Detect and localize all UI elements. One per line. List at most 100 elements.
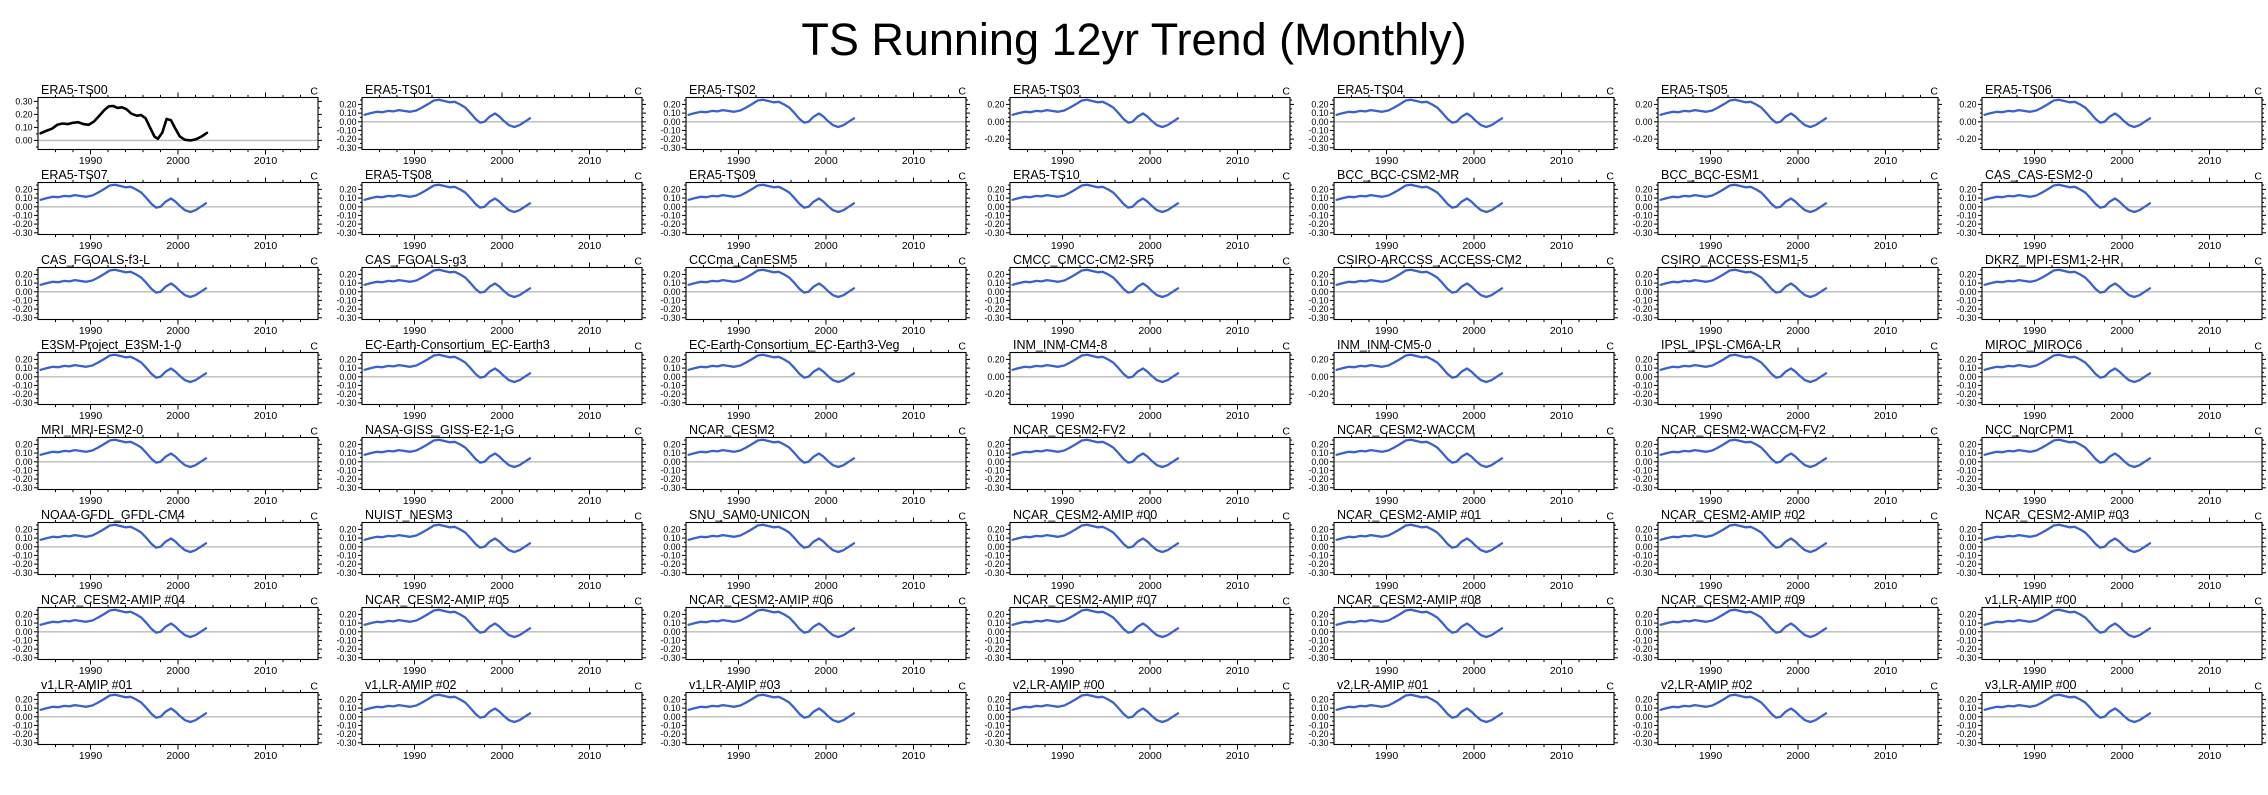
trend-panel: ERA5-TS08 C 0.20 0.10 0.00 -0.10 -0.20 -0.30 199… bbox=[324, 169, 648, 254]
plot-frame bbox=[1657, 96, 1939, 151]
y-tick-label: 0.20 bbox=[663, 354, 680, 364]
mini-chart-svg: INM_INM-CM5-0 C 0.20 0.00 -0.20 1990 2000 2010 bbox=[1308, 339, 1618, 422]
x-tick-label: 1990 bbox=[2023, 750, 2047, 762]
axis-ticks bbox=[1330, 517, 1618, 580]
y-tick-label: -0.20 bbox=[1956, 474, 1976, 484]
y-tick-label: 0.00 bbox=[987, 117, 1004, 127]
mini-chart-svg: NCAR_CESM2-AMIP #00 C0.200.100.00-0.10-0.… bbox=[984, 509, 1294, 592]
x-tick-label: 1990 bbox=[727, 750, 751, 762]
unit-label: C bbox=[1930, 511, 1938, 523]
mini-chart-svg: ERA5-TS08 C 0.200.100.00-0.10-0.20-0.30 199… bbox=[336, 169, 646, 252]
y-tick-label: -0.10 bbox=[1632, 380, 1652, 390]
y-tick-label: -0.10 bbox=[1308, 210, 1328, 220]
mini-chart-svg: NCAR_CESM2-AMIP #02 C0.200.100.00-0.10-0.… bbox=[1632, 509, 1942, 592]
x-tick-label: 1990 bbox=[79, 155, 103, 167]
panel-title: E3SM-Project_E3SM-1-0 bbox=[41, 339, 181, 352]
x-tick-label: 2000 bbox=[1462, 325, 1486, 337]
y-tick-label: -0.20 bbox=[984, 304, 1004, 314]
x-tick-label: 2000 bbox=[490, 580, 514, 592]
y-tick-label: -0.10 bbox=[1308, 465, 1328, 475]
y-tick-label: -0.20 bbox=[1956, 219, 1976, 229]
y-tick-label: -0.30 bbox=[660, 483, 680, 493]
x-tick-label: 2000 bbox=[814, 240, 838, 252]
axis-ticks bbox=[358, 432, 646, 495]
y-tick-label: -0.10 bbox=[984, 295, 1004, 305]
x-axis-labels: 1990 2000 2010 bbox=[1699, 665, 1898, 677]
x-axis-labels: 1990 2000 2010 bbox=[727, 155, 926, 167]
x-axis-labels: 1990 2000 2010 bbox=[1699, 410, 1898, 422]
plot-frame bbox=[1657, 436, 1939, 491]
y-tick-label: -0.20 bbox=[12, 729, 32, 739]
axis-ticks bbox=[358, 602, 646, 665]
y-tick-label: 0.20 bbox=[15, 109, 32, 119]
x-axis-labels: 1990 2000 2010 bbox=[79, 155, 278, 167]
y-tick-label: 0.00 bbox=[15, 202, 32, 212]
trend-line bbox=[687, 183, 856, 214]
x-tick-label: 2000 bbox=[1786, 410, 1810, 422]
y-tick-label: 0.00 bbox=[15, 712, 32, 722]
plot-frame bbox=[1333, 521, 1615, 576]
x-tick-label: 2000 bbox=[1462, 240, 1486, 252]
y-tick-label: -0.30 bbox=[336, 228, 356, 238]
axis-ticks bbox=[1654, 687, 1942, 750]
trend-line bbox=[1335, 353, 1504, 384]
unit-label: C bbox=[1606, 596, 1614, 608]
y-axis-labels: 0.200.100.00-0.10-0.20-0.30 bbox=[12, 354, 32, 407]
plot-frame bbox=[1333, 606, 1615, 661]
y-tick-label: 0.20 bbox=[15, 694, 32, 704]
y-tick-label: -0.20 bbox=[12, 474, 32, 484]
x-axis-labels: 1990 2000 2010 bbox=[2023, 325, 2222, 337]
x-tick-label: 2000 bbox=[166, 325, 190, 337]
y-axis-labels: 0.200.100.00-0.10-0.20-0.30 bbox=[660, 524, 680, 577]
y-axis-labels: 0.200.100.00-0.10-0.20-0.30 bbox=[336, 694, 356, 747]
x-tick-label: 1990 bbox=[1375, 580, 1399, 592]
plot-frame bbox=[361, 181, 643, 236]
y-tick-label: -0.20 bbox=[12, 559, 32, 569]
panel-title: CAS_CAS-ESM2-0 bbox=[1985, 169, 2093, 182]
x-tick-label: 2000 bbox=[2110, 665, 2134, 677]
unit-label: C bbox=[1930, 86, 1938, 98]
x-tick-label: 1990 bbox=[1375, 325, 1399, 337]
mini-chart-svg: NUIST_NESM3 C 0.200.100.00-0.10-0.20-0.30 1… bbox=[336, 509, 646, 592]
y-tick-label: 0.20 bbox=[339, 609, 356, 619]
panel-title: INM_INM-CM4-8 bbox=[1013, 339, 1107, 352]
x-tick-label: 2010 bbox=[1550, 495, 1574, 507]
y-tick-label: 0.00 bbox=[1311, 542, 1328, 552]
x-tick-label: 1990 bbox=[1699, 580, 1723, 592]
plot-frame bbox=[1009, 521, 1291, 576]
mini-chart-svg: MIROC_MIROC6 C 0.200.100.00-0.10-0.20-0.30… bbox=[1956, 339, 2266, 422]
y-tick-label: 0.20 bbox=[15, 439, 32, 449]
plot-frame bbox=[1657, 521, 1939, 576]
y-axis-labels: 0.200.100.00-0.10-0.20-0.30 bbox=[1632, 439, 1652, 492]
unit-label: C bbox=[1930, 681, 1938, 693]
y-tick-label: 0.20 bbox=[1635, 609, 1652, 619]
x-tick-label: 2010 bbox=[2198, 240, 2222, 252]
mini-chart-svg: ERA5-TS02 C 0.200.100.00-0.10-0.20-0.30 199… bbox=[660, 84, 970, 167]
unit-label: C bbox=[310, 86, 318, 98]
panel-title: NCAR_CESM2-AMIP #01 bbox=[1337, 509, 1481, 522]
y-axis-labels: 0.200.100.00-0.10-0.20-0.30 bbox=[1632, 354, 1652, 407]
y-tick-label: -0.20 bbox=[1956, 389, 1976, 399]
y-tick-label: -0.30 bbox=[1632, 398, 1652, 408]
plot-frame bbox=[361, 351, 643, 406]
unit-label: C bbox=[1606, 681, 1614, 693]
y-tick-label: -0.30 bbox=[984, 313, 1004, 323]
mini-chart-svg: ERA5-TS07 C 0.200.100.00-0.10-0.20-0.30 199… bbox=[12, 169, 322, 252]
axis-ticks bbox=[682, 262, 970, 325]
y-tick-label: 0.10 bbox=[987, 193, 1004, 203]
y-tick-label: 0.00 bbox=[1959, 202, 1976, 212]
panel-title: EC-Earth-Consortium_EC-Earth3 bbox=[365, 339, 550, 352]
x-tick-label: 2010 bbox=[1874, 665, 1898, 677]
y-tick-label: -0.20 bbox=[1308, 134, 1328, 144]
plot-frame bbox=[1981, 181, 2263, 236]
y-tick-label: 0.00 bbox=[1635, 202, 1652, 212]
x-tick-label: 2010 bbox=[1874, 750, 1898, 762]
trend-panel: NCAR_CESM2-AMIP #05 C 0.20 0.10 0.00 -0.10 -0.… bbox=[324, 594, 648, 679]
x-tick-label: 2000 bbox=[1786, 665, 1810, 677]
y-tick-label: 0.00 bbox=[15, 627, 32, 637]
unit-label: C bbox=[1282, 596, 1290, 608]
panel-title: ERA5-TS00 bbox=[41, 84, 108, 97]
unit-label: C bbox=[634, 596, 642, 608]
mini-chart-svg: CAS_CAS-ESM2-0 C 0.200.100.00-0.10-0.20-0.… bbox=[1956, 169, 2266, 252]
y-tick-label: 0.10 bbox=[1959, 533, 1976, 543]
